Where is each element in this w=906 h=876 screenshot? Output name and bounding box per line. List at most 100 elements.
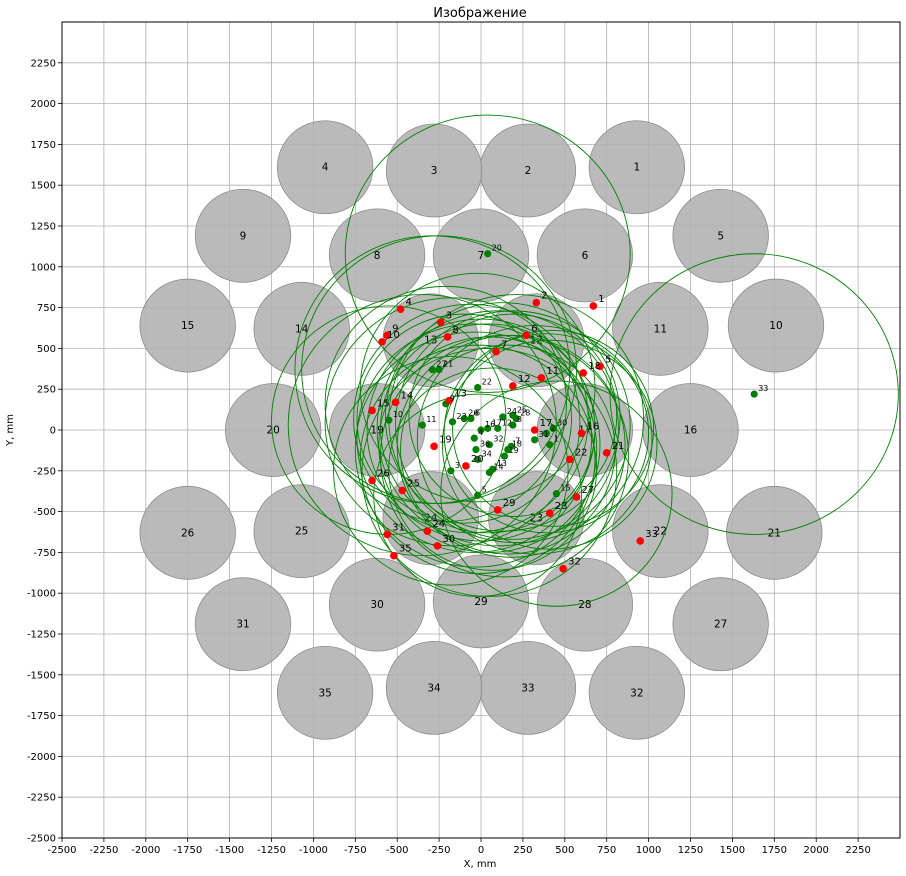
red-point-label: 1 [598, 294, 604, 305]
green-point [472, 445, 480, 454]
y-tick-label: 1500 [31, 181, 56, 192]
red-point-label: 30 [442, 534, 455, 545]
red-point-label: 8 [452, 325, 458, 336]
green-point-label: 1 [554, 435, 559, 444]
green-circle [356, 313, 572, 524]
red-point [492, 347, 500, 356]
disc-label: 6 [582, 250, 589, 262]
green-point-label: 36 [480, 440, 490, 449]
green-point-label: 27 [436, 360, 446, 369]
x-tick-label: 1500 [720, 845, 745, 856]
red-point-label: 23 [555, 501, 568, 512]
green-point-label: 28 [520, 409, 530, 418]
x-tick-label: -500 [386, 845, 409, 856]
red-point [378, 338, 386, 346]
disc-label: 35 [318, 687, 331, 699]
x-tick-label: 1750 [762, 845, 787, 856]
green-point [474, 455, 482, 463]
red-point-label: 24 [432, 519, 445, 530]
y-tick-label: -750 [33, 548, 56, 559]
x-tick-label: -1750 [173, 845, 202, 856]
red-point-label: 16 [587, 421, 600, 432]
x-axis-label: X, mm [464, 859, 497, 870]
red-point-label: 11 [546, 366, 559, 377]
y-tick-label: 2250 [31, 58, 56, 69]
green-point-label: 20 [492, 244, 502, 253]
green-point-label: 5 [482, 485, 487, 494]
disc-label: 28 [578, 599, 591, 611]
gray-disc [253, 484, 350, 579]
disc-label: 5 [717, 230, 724, 242]
green-point [499, 413, 507, 421]
green-point [447, 467, 455, 475]
red-point-label: 22 [575, 447, 588, 458]
red-point-label: 18 [588, 361, 601, 372]
gray-disc [432, 554, 530, 649]
disc-label: 25 [295, 526, 308, 538]
green-point-label: 16 [485, 420, 495, 429]
disc-label: 33 [521, 682, 534, 694]
red-point [430, 442, 438, 451]
gray-disc [139, 278, 236, 373]
y-tick-label: -2250 [27, 793, 56, 804]
tick-layer: -2500 -2250 -2000 -1750 -1500 -1250 -1000 -750-… [27, 58, 871, 856]
red-point-label: 2 [541, 291, 547, 302]
disc-label: 26 [181, 527, 195, 539]
green-point [470, 434, 478, 442]
green-point [507, 442, 515, 450]
x-tick-label: -1250 [257, 845, 286, 856]
green-point-label: 34 [482, 449, 492, 458]
x-tick-label: 750 [597, 845, 616, 856]
green-point-label: 31 [539, 430, 549, 439]
green-point-label: 12 [502, 418, 512, 427]
disc-label: 14 [295, 323, 309, 335]
green-circle [416, 325, 653, 555]
red-point [596, 362, 604, 371]
red-point-label: 13 [454, 389, 467, 400]
red-point-label: 7 [501, 340, 507, 351]
gray-disc [672, 577, 769, 672]
red-point-label: 5 [605, 354, 611, 365]
red-point-label: 15 [377, 398, 390, 409]
y-tick-label: -1000 [27, 589, 56, 600]
chart-title: Изображение [433, 6, 526, 21]
gray-disc [276, 645, 374, 740]
y-tick-label: 500 [37, 344, 56, 355]
red-point-label: 27 [582, 485, 595, 496]
green-circle [294, 235, 571, 504]
y-tick-label: 750 [37, 303, 56, 314]
red-point [436, 318, 445, 327]
red-point-label: 19 [439, 434, 452, 445]
green-point-label: 11 [426, 415, 436, 424]
green-point [494, 424, 502, 432]
disc-label: 10 [769, 320, 782, 332]
y-tick-label: -500 [33, 507, 56, 518]
green-point-label: 2 [550, 423, 555, 432]
red-point-label: 31 [392, 522, 405, 533]
red-point-label: 35 [399, 544, 412, 555]
y-tick-label: 1250 [31, 222, 56, 233]
green-point [467, 414, 475, 423]
x-tick-label: -2250 [89, 845, 118, 856]
red-point [572, 493, 581, 501]
red-point-label: 4 [406, 297, 412, 308]
green-point [435, 366, 443, 374]
x-tick-label: 1250 [678, 845, 703, 856]
gray-disc [139, 485, 236, 580]
green-point-label: 25 [517, 405, 527, 414]
green-circle [333, 356, 569, 586]
disc-label: 15 [181, 320, 194, 332]
green-point-label: 30 [557, 418, 567, 427]
y-tick-label: -2500 [27, 834, 56, 845]
red-point [509, 382, 517, 390]
red-point-label: 21 [612, 441, 625, 452]
green-point [512, 414, 520, 423]
y-axis-label: Y, mm [5, 414, 16, 447]
red-point [398, 486, 407, 495]
disc-label: 34 [427, 682, 441, 694]
red-point [493, 506, 502, 514]
red-point [579, 369, 588, 377]
gray-disc [432, 208, 530, 303]
gray-disc [385, 123, 483, 218]
